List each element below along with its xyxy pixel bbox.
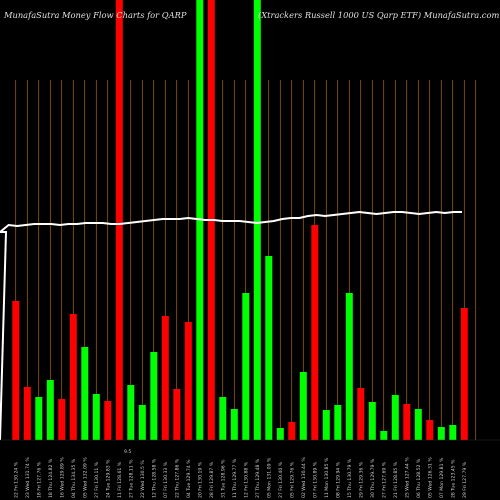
money-flow-bar bbox=[380, 431, 388, 440]
x-tick-label: 04 Thu 134.35 % bbox=[71, 458, 77, 498]
money-flow-bar bbox=[391, 395, 399, 440]
money-flow-bar bbox=[184, 322, 192, 440]
money-flow-bar bbox=[69, 314, 77, 440]
money-flow-bar bbox=[81, 347, 89, 440]
x-tick-labels: 22 Fri 130.24 % 23 Wed 131.74 % 18 Fri 127… bbox=[13, 457, 468, 498]
x-tick-label: 16 Wed 129.89 % bbox=[59, 457, 65, 498]
x-tick-label: 31 Tue 128.96 % bbox=[220, 459, 226, 498]
x-tick-label: 05 Mon 131.09 % bbox=[266, 457, 272, 498]
money-flow-bar bbox=[322, 410, 330, 440]
x-tick-label: 12 Fri 130.88 % bbox=[243, 461, 249, 498]
money-flow-bar bbox=[357, 388, 365, 440]
x-tick-label: 07 Mon 129.81 % bbox=[439, 457, 445, 498]
x-tick-label: 28 Fri 129.87 % bbox=[209, 461, 215, 498]
money-flow-bar bbox=[299, 372, 307, 440]
money-flow-bar bbox=[345, 293, 353, 440]
money-flow-bar bbox=[276, 428, 284, 440]
money-flow-bar bbox=[460, 308, 468, 440]
x-tick-label: 11 Mon 130.85 % bbox=[324, 457, 330, 498]
money-flow-bar bbox=[437, 427, 445, 440]
money-flow-bar bbox=[12, 301, 20, 440]
money-flow-bar bbox=[219, 397, 227, 440]
x-tick-label: 18 Thu 124.82 % bbox=[48, 458, 54, 498]
x-tick-label: 22 Thu 127.86 % bbox=[174, 458, 180, 498]
chart-title-right: (Xtrackers Russell 1000 US Qarp ETF) Mun… bbox=[258, 10, 499, 20]
x-tick-label: 20 Fri 130.19 % bbox=[197, 461, 203, 498]
x-tick-extra: 9.5 bbox=[124, 449, 131, 455]
money-flow-bar bbox=[92, 394, 100, 440]
x-tick-label: 24 Tue 129.83 % bbox=[105, 459, 111, 498]
x-tick-label: 05 Wed 132.09 % bbox=[82, 457, 88, 498]
x-tick-label: 18 Fri 127.76 % bbox=[36, 461, 42, 498]
x-tick-label: 22 Wed 130.5 % bbox=[140, 460, 146, 498]
x-tick-label: 29 Fri 127.79 % bbox=[462, 461, 468, 498]
x-tick-label: 30 Thu 129.79 % bbox=[370, 458, 376, 498]
price-line bbox=[0, 210, 462, 441]
x-tick-label: 07 Fri 130.33 % bbox=[163, 461, 169, 498]
money-flow-bar bbox=[334, 405, 342, 440]
x-tick-label: 08 Fri 129.94 % bbox=[335, 461, 341, 498]
x-tick-label: 11 Fri 128.61 % bbox=[117, 461, 123, 498]
money-flow-bar bbox=[403, 404, 411, 440]
money-flow-bar bbox=[150, 352, 158, 440]
x-tick-label: 06 Thu 128.52 % bbox=[416, 458, 422, 498]
money-flow-bar bbox=[230, 409, 238, 440]
x-tick-label: 27 Tue 128.11 % bbox=[128, 459, 134, 498]
x-tick-label: 05 Wed 126.31 % bbox=[427, 457, 433, 498]
money-flow-bar bbox=[368, 402, 376, 440]
money-flow-bar bbox=[138, 405, 146, 440]
x-tick-label: 04 Tue 129.74 % bbox=[186, 459, 192, 498]
x-tick-label: 21 Fri 128.85 % bbox=[393, 461, 399, 498]
x-tick-label: 11 Thu 129.77 % bbox=[232, 458, 238, 498]
x-tick-label: 07 Fri 130.89 % bbox=[312, 461, 318, 498]
money-flow-bar bbox=[115, 0, 123, 440]
x-tick-label: 22 Fri 130.24 % bbox=[13, 461, 19, 498]
money-flow-bar bbox=[23, 387, 31, 440]
x-tick-label: 27 Fri 130.40 % bbox=[278, 461, 284, 498]
x-tick-label: 15 Thu 130.79 % bbox=[347, 458, 353, 498]
x-tick-label: 02 Wed 130.44 % bbox=[301, 457, 307, 498]
x-tick-label: 27 Fri 130.11 % bbox=[94, 461, 100, 498]
money-flow-bar bbox=[35, 397, 43, 440]
money-flow-bar bbox=[242, 293, 250, 440]
x-tick-label: 27 Fri 127.69 % bbox=[381, 461, 387, 498]
money-flow-bar bbox=[253, 0, 261, 440]
money-flow-bar bbox=[58, 399, 66, 440]
money-flow-bar bbox=[104, 401, 112, 440]
money-flow-bar bbox=[414, 409, 422, 440]
money-flow-bar bbox=[127, 385, 135, 440]
x-tick-label: 25 Wed 127.44 % bbox=[404, 457, 410, 498]
money-flow-bar bbox=[265, 256, 273, 440]
x-tick-label: 23 Wed 131.74 % bbox=[25, 457, 31, 498]
money-flow-bar bbox=[161, 316, 169, 440]
x-tick-label: 05 Fri 129.76 % bbox=[289, 461, 295, 498]
money-flow-bar bbox=[449, 425, 457, 440]
x-tick-label: 29 Fri 129.36 % bbox=[358, 461, 364, 498]
chart-title-left: MunafaSutra Money Flow Charts for QARP bbox=[3, 10, 187, 20]
x-tick-label: 27 Thu 129.48 % bbox=[255, 458, 261, 498]
x-tick-label: 28 Tue 123.45 % bbox=[450, 459, 456, 498]
money-flow-bar bbox=[311, 225, 319, 440]
money-flow-bar bbox=[288, 422, 296, 440]
money-flow-bar bbox=[46, 380, 54, 440]
money-flow-bar bbox=[426, 420, 434, 440]
x-tick-label: 12 Thu 128.58 % bbox=[151, 458, 157, 498]
money-flow-bar bbox=[173, 389, 181, 440]
